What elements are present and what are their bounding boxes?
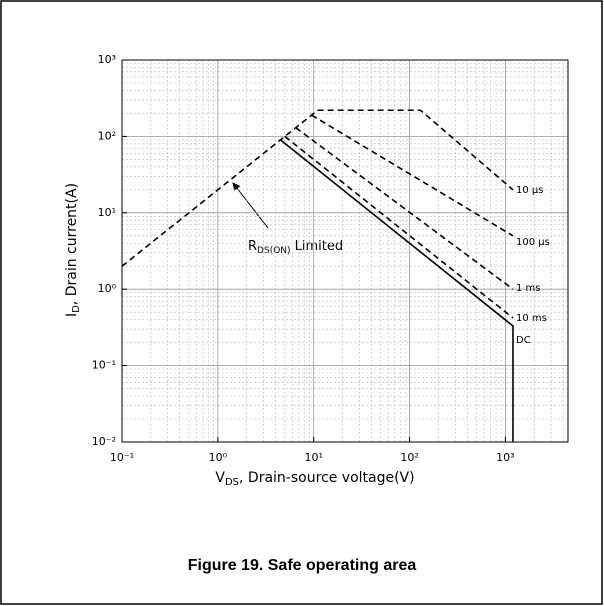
annotation-sub: DS(ON) [257, 246, 290, 256]
series-line [311, 114, 514, 237]
x-tick-label: 10⁰ [209, 451, 228, 464]
x-tick-label: 10² [400, 451, 418, 464]
annotation-main: R [248, 239, 257, 254]
series-label: 10 µs [516, 185, 543, 196]
x-label-main: V [215, 470, 225, 486]
x-label-rest: , Drain-source voltage(V) [239, 470, 415, 486]
series-label: 100 µs [516, 237, 550, 248]
annotation: RDS(ON) Limited [248, 239, 343, 256]
plot-border [121, 59, 569, 443]
annotation-rest: Limited [291, 239, 344, 254]
x-tick-label: 10⁻¹ [110, 451, 134, 464]
y-label-main: I [64, 313, 80, 317]
x-axis-label: VDS, Drain-source voltage(V) [215, 470, 414, 488]
series-label: DC [516, 335, 531, 346]
y-tick-label: 10⁻¹ [92, 359, 116, 372]
y-tick-label: 10³ [98, 53, 116, 66]
series-label: 1 ms [516, 283, 541, 294]
caption: Figure 19. Safe operating area [188, 557, 417, 574]
y-tick-label: 10¹ [98, 206, 116, 219]
x-label-sub: DS [225, 477, 239, 488]
series-line [295, 127, 514, 290]
y-tick-label: 10⁰ [98, 282, 117, 295]
series-line [279, 139, 514, 442]
y-tick-label: 10² [98, 129, 116, 142]
y-axis-label: ID, Drain current(A) [64, 183, 82, 317]
y-label-rest: , Drain current(A) [64, 183, 80, 305]
x-tick-label: 10³ [496, 451, 514, 464]
series-line [284, 135, 514, 319]
x-tick-label: 10¹ [304, 451, 322, 464]
limit-line [121, 109, 319, 267]
series-label: 10 ms [516, 313, 547, 324]
y-tick-label: 10⁻² [92, 435, 116, 448]
series-line [317, 109, 514, 191]
y-label-sub: D [71, 305, 82, 313]
